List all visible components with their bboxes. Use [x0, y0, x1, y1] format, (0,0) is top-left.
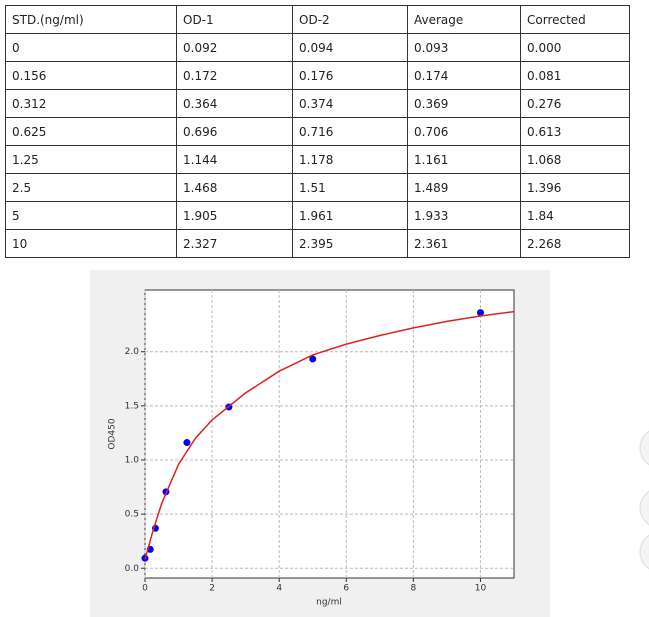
table-row: STD.(ng/ml) OD-1 OD-2 Average Corrected: [5, 5, 630, 34]
table-cell: 1.161: [407, 145, 521, 174]
table-cell: Average: [407, 5, 521, 34]
data-point: [183, 439, 191, 447]
table-cell: 1.961: [292, 201, 408, 230]
table-cell: 0.696: [176, 117, 293, 146]
fit-curve: [144, 310, 515, 560]
y-tick-label: 0.5: [125, 510, 139, 520]
table-cell: 2.327: [176, 229, 293, 258]
x-tick-label: 8: [410, 584, 416, 594]
table-cell: 2.361: [407, 229, 521, 258]
x-tick-label: 2: [209, 584, 215, 594]
table-row: 0 0.092 0.094 0.093 0.000: [5, 33, 630, 62]
table-cell: 1.144: [176, 145, 293, 174]
table-cell: OD-1: [176, 5, 293, 34]
table-cell: 2.395: [292, 229, 408, 258]
table-cell: STD.(ng/ml): [5, 5, 177, 34]
x-tick-label: 0: [142, 584, 148, 594]
x-axis-label: ng/ml: [316, 598, 342, 608]
x-tick-label: 6: [343, 584, 349, 594]
table-row: 10 2.327 2.395 2.361 2.268: [5, 229, 630, 258]
x-tick-label: 4: [276, 584, 282, 594]
table-cell: 1.068: [520, 145, 630, 174]
x-tick-label: 10: [475, 584, 487, 594]
y-tick-label: 1.0: [125, 455, 140, 465]
table-cell: 2.5: [5, 173, 177, 202]
table-cell: 1.84: [520, 201, 630, 230]
table-cell: 1.396: [520, 173, 630, 202]
table-cell: 0.706: [407, 117, 521, 146]
table-cell: 0.094: [292, 33, 408, 62]
table-cell: 0.176: [292, 61, 408, 90]
table-row: 5 1.905 1.961 1.933 1.84: [5, 201, 630, 230]
side-button[interactable]: [639, 428, 649, 468]
side-button[interactable]: [639, 488, 649, 528]
plot-area: [144, 289, 515, 579]
table-cell: 0.369: [407, 89, 521, 118]
y-tick-label: 1.5: [125, 401, 139, 411]
table-cell: 2.268: [520, 229, 630, 258]
table-cell: 0.174: [407, 61, 521, 90]
table-row: 0.312 0.364 0.374 0.369 0.276: [5, 89, 630, 118]
y-tick-label: 2.0: [125, 347, 140, 357]
side-button[interactable]: [639, 532, 649, 572]
y-tick-label: 0.0: [125, 564, 140, 574]
y-axis-label: OD450: [108, 418, 118, 449]
table-cell: 10: [5, 229, 177, 258]
table-cell: 0.312: [5, 89, 177, 118]
data-table: STD.(ng/ml) OD-1 OD-2 Average Corrected 0 0.09…: [5, 5, 630, 258]
table-cell: 0.092: [176, 33, 293, 62]
table-cell: Corrected: [520, 5, 630, 34]
table-cell: 0.374: [292, 89, 408, 118]
data-point: [476, 309, 484, 317]
data-point: [309, 355, 317, 363]
table-body: STD.(ng/ml) OD-1 OD-2 Average Corrected 0 0.09…: [5, 5, 630, 258]
